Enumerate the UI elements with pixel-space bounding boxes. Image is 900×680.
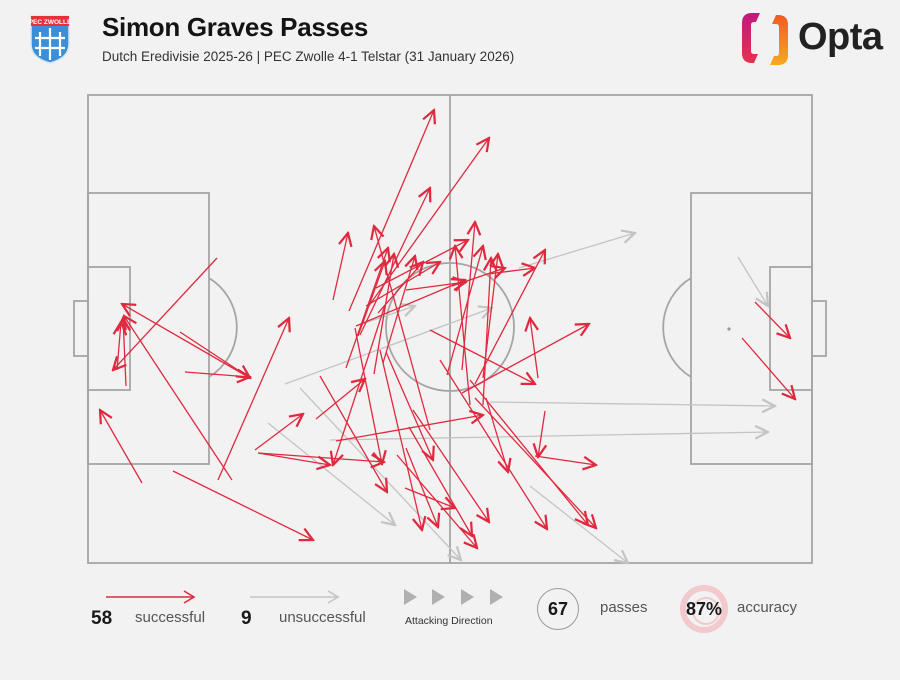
successful-pass-arrow <box>446 246 483 376</box>
pec-zwolle-crest: PEC ZWOLLE <box>29 15 71 64</box>
header: PEC ZWOLLE Simon Graves Passes Dutch Ere… <box>0 0 900 80</box>
accuracy-badge: 87% <box>680 585 728 633</box>
successful-pass-arrow <box>461 324 589 394</box>
unsuccessful-arrow-icon <box>250 590 340 604</box>
unsuccessful-pass-arrow <box>489 402 775 406</box>
unsuccessful-pass-arrow <box>737 256 768 306</box>
accuracy-label: accuracy <box>737 599 798 616</box>
unsuccessful-label: unsuccessful <box>279 609 366 626</box>
successful-pass-arrow <box>405 282 466 290</box>
successful-pass-arrow <box>123 318 126 387</box>
successful-passes <box>100 110 795 548</box>
successful-pass-arrow <box>319 375 387 492</box>
legend: 58 successful 9 unsuccessful Attacking D… <box>0 575 900 645</box>
attacking-direction-label: Attacking Direction <box>405 615 493 627</box>
attacking-direction-icon <box>404 589 503 605</box>
successful-pass-arrow <box>429 329 535 384</box>
successful-pass-arrow <box>485 397 508 472</box>
successful-pass-arrow <box>100 410 143 484</box>
passes-label: passes <box>600 599 648 616</box>
successful-pass-arrow <box>405 447 438 527</box>
successful-pass-arrow <box>354 327 382 464</box>
successful-pass-arrow <box>741 337 795 399</box>
svg-text:PEC ZWOLLE: PEC ZWOLLE <box>29 19 71 26</box>
successful-pass-arrow <box>379 349 422 530</box>
unsuccessful-pass-arrow <box>329 432 768 441</box>
successful-pass-arrow <box>172 470 313 540</box>
successful-pass-arrow <box>355 280 465 327</box>
successful-pass-arrow <box>534 455 596 465</box>
successful-pass-arrow <box>374 226 431 431</box>
successful-pass-arrow <box>333 304 386 465</box>
successful-pass-arrow <box>404 487 455 508</box>
opta-wordmark: Opta <box>798 16 883 58</box>
successful-pass-arrow <box>412 409 489 522</box>
penalty-spot <box>727 327 731 331</box>
page-subtitle: Dutch Eredivisie 2025-26 | PEC Zwolle 4-… <box>102 49 515 64</box>
successful-pass-arrow <box>455 246 471 406</box>
successful-pass-arrow <box>408 426 472 536</box>
opta-logo: Opta <box>740 10 885 68</box>
successful-pass-arrow <box>482 258 491 406</box>
successful-pass-arrow <box>357 261 385 337</box>
opta-icon <box>742 13 788 65</box>
pitch-markings <box>73 94 827 564</box>
successful-arrow-icon <box>106 590 196 604</box>
unsuccessful-passes <box>267 233 775 563</box>
successful-pass-arrow <box>332 233 348 301</box>
successful-pass-arrow <box>217 318 289 481</box>
unsuccessful-pass-arrow <box>299 387 461 560</box>
successful-pass-arrow <box>469 379 588 525</box>
successful-pass-arrow <box>179 331 250 378</box>
unsuccessful-pass-arrow <box>267 422 395 525</box>
unsuccessful-pass-arrow <box>518 233 635 269</box>
successful-pass-arrow <box>439 359 547 529</box>
successful-pass-arrow <box>530 318 538 379</box>
passes-count: 67 <box>547 598 569 619</box>
successful-pass-arrow <box>254 414 303 451</box>
successful-pass-arrow <box>538 410 545 457</box>
successful-label: successful <box>135 609 206 626</box>
successful-pass-arrow <box>335 415 483 442</box>
successful-pass-arrow <box>474 250 545 385</box>
page-title: Simon Graves Passes <box>102 12 369 42</box>
successful-pass-arrow <box>257 452 330 465</box>
successful-pass-arrow <box>315 379 365 420</box>
successful-pass-arrow <box>122 304 251 379</box>
successful-pass-arrow <box>474 397 596 528</box>
successful-pass-arrow <box>113 257 218 370</box>
passes-count-badge: 67 <box>537 588 579 630</box>
accuracy-value: 87% <box>685 598 723 619</box>
successful-pass-arrow <box>124 316 233 481</box>
successful-pass-arrow <box>754 301 790 338</box>
successful-pass-arrow <box>348 110 434 312</box>
successful-count: 58 <box>91 608 113 629</box>
successful-pass-arrow <box>382 256 415 364</box>
unsuccessful-count: 9 <box>241 608 252 629</box>
successful-pass-arrow <box>365 262 440 307</box>
successful-pass-arrow <box>385 351 433 460</box>
